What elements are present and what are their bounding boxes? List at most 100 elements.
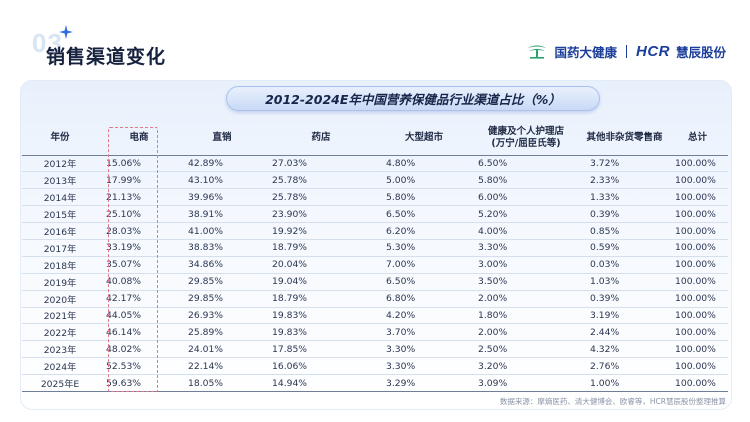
table-cell-value: 3.29% bbox=[378, 374, 470, 392]
table-cell-value: 15.06% bbox=[98, 155, 180, 173]
brand-separator bbox=[625, 45, 627, 58]
table-cell-value: 25.10% bbox=[98, 205, 180, 224]
table-cell-value: 5.20% bbox=[470, 205, 582, 224]
table-cell-value: 100.00% bbox=[667, 323, 728, 342]
table-cell-value: 100.00% bbox=[667, 171, 728, 190]
table-cell-value: 25.78% bbox=[264, 171, 378, 190]
table-cell-value: 0.39% bbox=[582, 205, 667, 224]
table-cell-value: 2.44% bbox=[582, 323, 667, 342]
table-cell-value: 100.00% bbox=[667, 188, 728, 207]
table-cell-value: 5.80% bbox=[470, 171, 582, 190]
table-row: 2020年 42.17% 29.85% 18.79% 6.80% 2.00% 0.39% 10… bbox=[22, 290, 728, 308]
header-ecommerce: 电商 bbox=[98, 121, 180, 156]
table-cell-year: 2015年 bbox=[22, 205, 98, 224]
header-direct-sales: 直销 bbox=[180, 121, 264, 156]
table-cell-value: 1.80% bbox=[470, 307, 582, 325]
table-cell-value: 3.30% bbox=[378, 340, 470, 359]
table-cell-value: 100.00% bbox=[667, 155, 728, 173]
table-row: 2024年 52.53% 22.14% 16.06% 3.30% 3.20% 2.76% 10… bbox=[22, 357, 728, 376]
table-cell-value: 3.19% bbox=[582, 307, 667, 325]
table-cell-value: 25.89% bbox=[180, 323, 264, 342]
table-cell-value: 19.04% bbox=[264, 273, 378, 291]
header-total: 总计 bbox=[667, 121, 728, 156]
table-cell-value: 21.13% bbox=[98, 188, 180, 207]
table-cell-value: 27.03% bbox=[264, 155, 378, 173]
table-cell-value: 0.39% bbox=[582, 290, 667, 308]
table-cell-value: 0.59% bbox=[582, 239, 667, 257]
table-cell-value: 100.00% bbox=[667, 205, 728, 224]
table-cell-value: 43.10% bbox=[180, 171, 264, 190]
table-row: 2013年 17.99% 43.10% 25.78% 5.00% 5.80% 2.33% 10… bbox=[22, 171, 728, 190]
table-cell-value: 100.00% bbox=[667, 374, 728, 392]
table-cell-value: 2.33% bbox=[582, 171, 667, 190]
header-other-retail: 其他非杂货零售商 bbox=[582, 121, 667, 156]
table-row: 2012年 15.06% 42.89% 27.03% 4.80% 6.50% 3.72% 10… bbox=[22, 155, 728, 173]
table-cell-value: 42.89% bbox=[180, 155, 264, 173]
table-cell-value: 100.00% bbox=[667, 239, 728, 257]
table-cell-value: 28.03% bbox=[98, 222, 180, 240]
table-cell-value: 14.94% bbox=[264, 374, 378, 392]
table-cell-value: 16.06% bbox=[264, 357, 378, 376]
table-cell-value: 100.00% bbox=[667, 340, 728, 359]
table-cell-year: 2013年 bbox=[22, 171, 98, 190]
table-cell-value: 46.14% bbox=[98, 323, 180, 342]
table-row: 2017年 33.19% 38.83% 18.79% 5.30% 3.30% 0.59% 10… bbox=[22, 239, 728, 257]
table-cell-value: 3.72% bbox=[582, 155, 667, 173]
table-cell-year: 2025年E bbox=[22, 374, 98, 392]
table-cell-value: 2.50% bbox=[470, 340, 582, 359]
table-cell-value: 1.33% bbox=[582, 188, 667, 207]
table-cell-value: 4.80% bbox=[378, 155, 470, 173]
table-cell-value: 100.00% bbox=[667, 222, 728, 240]
table-cell-value: 6.50% bbox=[470, 155, 582, 173]
table-cell-value: 4.00% bbox=[470, 222, 582, 240]
table-cell-year: 2024年 bbox=[22, 357, 98, 376]
table-cell-value: 5.00% bbox=[378, 171, 470, 190]
table-cell-year: 2017年 bbox=[22, 239, 98, 257]
table-cell-value: 6.00% bbox=[470, 188, 582, 207]
table-cell-value: 2.00% bbox=[470, 290, 582, 308]
section-number: 03 bbox=[32, 28, 63, 58]
table-row: 2021年 44.05% 26.93% 19.83% 4.20% 1.80% 3.19% 10… bbox=[22, 307, 728, 325]
table-cell-value: 18.79% bbox=[264, 239, 378, 257]
table-cell-value: 41.00% bbox=[180, 222, 264, 240]
table-cell-year: 2016年 bbox=[22, 222, 98, 240]
table-cell-value: 1.03% bbox=[582, 273, 667, 291]
table-cell-value: 100.00% bbox=[667, 357, 728, 376]
table-cell-value: 48.02% bbox=[98, 340, 180, 359]
table-cell-year: 2019年 bbox=[22, 273, 98, 291]
table-cell-value: 100.00% bbox=[667, 290, 728, 308]
table-cell-value: 17.85% bbox=[264, 340, 378, 359]
table-cell-year: 2014年 bbox=[22, 188, 98, 207]
data-source-note: 数据来源：摩熵医药、清大健博会、欧睿等，HCR慧辰股份整理推算 bbox=[499, 397, 726, 406]
table-cell-value: 29.85% bbox=[180, 273, 264, 291]
table-cell-value: 3.30% bbox=[378, 357, 470, 376]
table-cell-value: 19.83% bbox=[264, 323, 378, 342]
table-header-row: 年份 电商 直销 药店 大型超市 健康及个人护理店 (万宁/屈臣氏等) 其他非杂… bbox=[22, 121, 728, 156]
table-row: 2025年E 59.63% 18.05% 14.94% 3.29% 3.09% 1.00% 1… bbox=[22, 374, 728, 392]
table-cell-year: 2022年 bbox=[22, 323, 98, 342]
table-cell-value: 19.83% bbox=[264, 307, 378, 325]
table-cell-year: 2021年 bbox=[22, 307, 98, 325]
table-cell-value: 18.05% bbox=[180, 374, 264, 392]
table-cell-value: 3.20% bbox=[470, 357, 582, 376]
table-cell-value: 29.85% bbox=[180, 290, 264, 308]
table-cell-value: 7.00% bbox=[378, 256, 470, 274]
table-cell-value: 25.78% bbox=[264, 188, 378, 207]
brand-name: 国药大健康 bbox=[554, 45, 617, 60]
table-cell-value: 3.50% bbox=[470, 273, 582, 291]
brand-logo-icon bbox=[528, 45, 547, 59]
table-cell-value: 35.07% bbox=[98, 256, 180, 274]
table-cell-year: 2018年 bbox=[22, 256, 98, 274]
table-cell-value: 23.90% bbox=[264, 205, 378, 224]
table-cell-value: 6.20% bbox=[378, 222, 470, 240]
table-row: 2019年 40.08% 29.85% 19.04% 6.50% 3.50% 1.03% 10… bbox=[22, 273, 728, 291]
table-cell-value: 100.00% bbox=[667, 307, 728, 325]
table-cell-value: 3.00% bbox=[470, 256, 582, 274]
table-cell-value: 3.70% bbox=[378, 323, 470, 342]
table-cell-value: 4.20% bbox=[378, 307, 470, 325]
table-row: 2018年 35.07% 34.86% 20.04% 7.00% 3.00% 0.03% 10… bbox=[22, 256, 728, 274]
table-cell-value: 0.85% bbox=[582, 222, 667, 240]
header-supermarket: 大型超市 bbox=[378, 121, 470, 156]
table-cell-value: 19.92% bbox=[264, 222, 378, 240]
table-cell-value: 5.80% bbox=[378, 188, 470, 207]
